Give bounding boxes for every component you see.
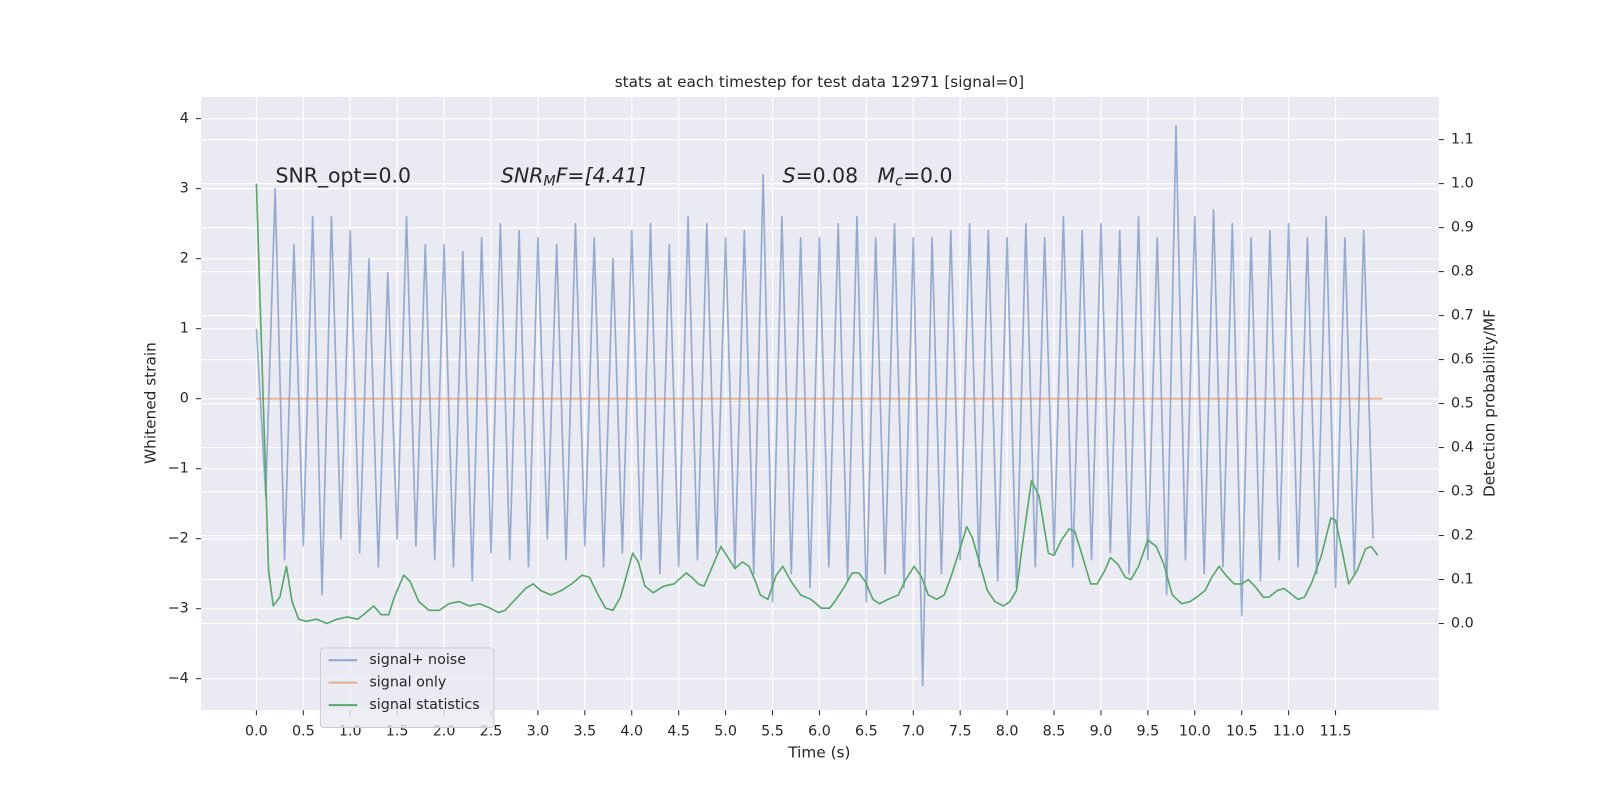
y2-tick-label: 0.4 (1451, 440, 1474, 456)
y-tick-label: −1 (168, 461, 189, 477)
y2-tick-label: 0.1 (1451, 572, 1474, 588)
y2-tick-label: 0.3 (1451, 484, 1474, 500)
y2-tick-label: 0.8 (1451, 264, 1474, 280)
x-axis-label: Time (s) (787, 744, 850, 762)
x-tick-label: 6.5 (855, 724, 878, 740)
x-tick-label: 11.5 (1320, 724, 1352, 740)
y2-tick-label: 0.9 (1451, 220, 1474, 236)
series-line (255, 124, 1374, 687)
annotation: SNRMF=[4.41] (501, 164, 646, 190)
annotation-part: =0.0 (903, 164, 953, 188)
y-tick-label: 4 (180, 111, 189, 127)
x-tick-label: 9.0 (1090, 724, 1113, 740)
x-tick-label: 8.5 (1043, 724, 1066, 740)
legend-label: signal statistics (369, 697, 479, 713)
x-tick-label: 9.5 (1137, 724, 1160, 740)
annotation-part: SNR (501, 164, 543, 188)
y-tick-label: −2 (168, 531, 189, 547)
annotation-part: M (878, 164, 896, 188)
x-tick-label: 3.5 (573, 724, 596, 740)
y2-tick-label: 1.1 (1451, 132, 1474, 148)
x-tick-label: 5.0 (714, 724, 737, 740)
x-tick-label: 4.5 (667, 724, 690, 740)
x-tick-label: 6.0 (808, 724, 831, 740)
x-tick-label: 7.0 (902, 724, 925, 740)
y-tick-label: −3 (168, 601, 189, 617)
series-line (255, 183, 1379, 625)
legend-label: signal+ noise (369, 652, 466, 668)
y2-tick-label: 0.2 (1451, 528, 1474, 544)
y-tick-label: −4 (168, 671, 189, 687)
y-tick-label: 1 (180, 321, 189, 337)
annotation: SNR_opt=0.0 (276, 164, 412, 189)
annotation-part: M (543, 174, 555, 190)
x-tick-label: 8.0 (996, 724, 1019, 740)
x-tick-label: 10.0 (1179, 724, 1211, 740)
legend-label: signal only (369, 675, 446, 691)
y-axis-label: Whitened strain (142, 342, 160, 464)
y2-axis-label: Detection probability/MF (1480, 309, 1498, 497)
annotation-part: F=[4.41] (556, 164, 646, 188)
legend: signal+ noise signal only signal statistic… (319, 647, 495, 729)
y-tick-label: 2 (180, 251, 189, 267)
x-tick-label: 5.5 (761, 724, 784, 740)
chart-title: stats at each timestep for test data 129… (615, 73, 1024, 91)
x-tick-label: 10.5 (1226, 724, 1258, 740)
x-tick-label: 3.0 (527, 724, 550, 740)
annotation: S=0.08 Mc=0.0 (783, 164, 953, 190)
x-tick-label: 4.0 (620, 724, 643, 740)
annotation-part: c (895, 174, 903, 190)
y2-tick-label: 0.6 (1451, 352, 1474, 368)
annotation-part: =0.08 (796, 164, 878, 188)
marks (255, 124, 1383, 687)
y2-tick-label: 0.0 (1451, 616, 1474, 632)
y2-tick-label: 1.0 (1451, 176, 1474, 192)
x-tick-label: 0.5 (292, 724, 315, 740)
y-tick-label: 3 (180, 181, 189, 197)
y2-tick-label: 0.7 (1451, 308, 1474, 324)
x-tick-label: 11.0 (1273, 724, 1305, 740)
annotation-part: S (783, 164, 796, 188)
legend-box (319, 647, 495, 729)
y2-tick-label: 0.5 (1451, 396, 1474, 412)
y-tick-label: 0 (180, 391, 189, 407)
x-tick-label: 0.0 (245, 724, 268, 740)
x-tick-label: 7.5 (949, 724, 972, 740)
